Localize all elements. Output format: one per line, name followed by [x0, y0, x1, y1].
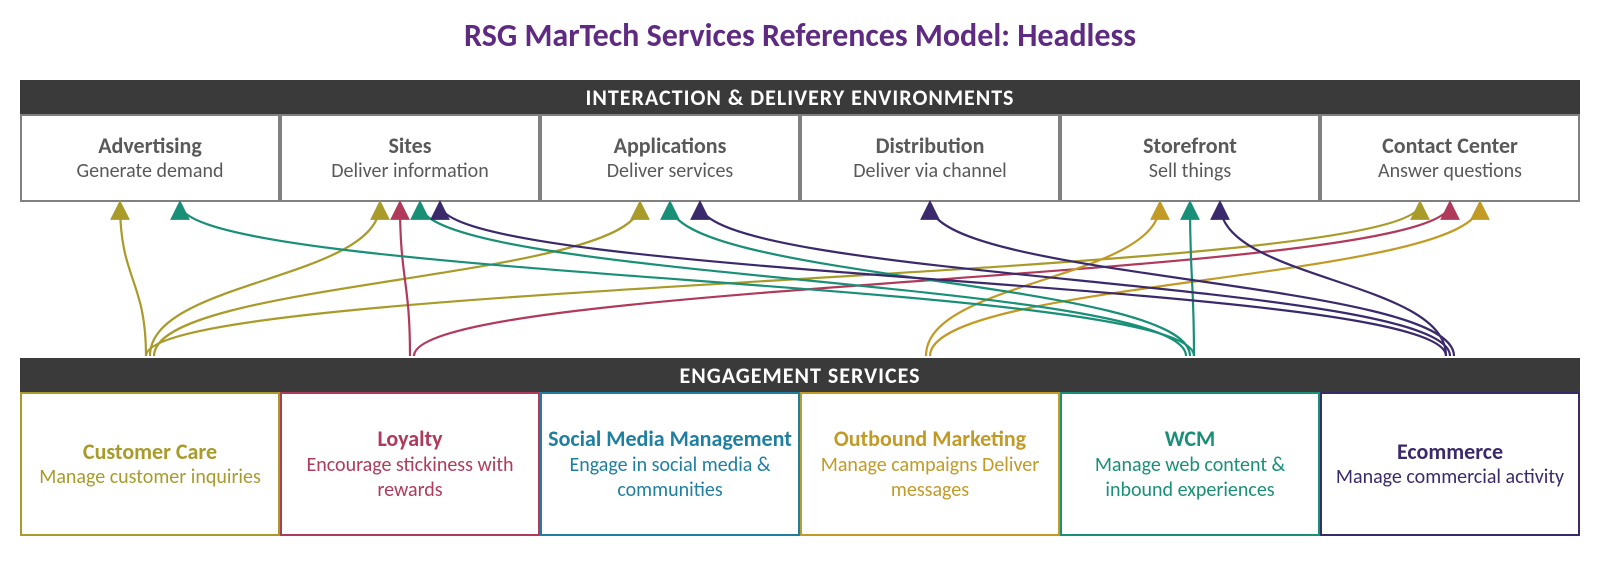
service-box-customercare: Customer CareManage customer inquiries — [20, 392, 280, 536]
connector-customercare-to-sites — [150, 204, 380, 356]
service-box-subtitle: Manage campaigns Deliver messages — [806, 453, 1054, 503]
connector-customercare-to-applications — [154, 204, 640, 356]
service-box-subtitle: Manage commercial activity — [1326, 465, 1574, 490]
connector-outbound-to-contactcenter — [930, 204, 1480, 356]
env-box-subtitle: Sell things — [1066, 159, 1314, 184]
env-box-title: Advertising — [26, 132, 274, 160]
env-box-title: Distribution — [806, 132, 1054, 160]
connector-ecommerce-to-storefront — [1220, 204, 1446, 356]
service-box-subtitle: Engage in social media & communities — [546, 453, 794, 503]
connector-ecommerce-to-applications — [700, 204, 1450, 356]
service-box-wcm: WCMManage web content & inbound experien… — [1060, 392, 1320, 536]
service-box-title: Social Media Management — [546, 425, 794, 453]
env-box-advertising: AdvertisingGenerate demand — [20, 114, 280, 202]
bottom-row: Customer CareManage customer inquiriesLo… — [20, 392, 1580, 536]
bottom-section-header: ENGAGEMENT SERVICES — [20, 358, 1580, 392]
env-box-sites: SitesDeliver information — [280, 114, 540, 202]
connector-loyalty-to-contactcenter — [414, 204, 1450, 356]
page-title: RSG MarTech Services References Model: H… — [0, 0, 1600, 65]
top-section-header: INTERACTION & DELIVERY ENVIRONMENTS — [20, 80, 1580, 114]
connector-outbound-to-storefront — [926, 204, 1160, 356]
service-box-title: WCM — [1066, 425, 1314, 453]
service-box-title: Customer Care — [26, 438, 274, 466]
service-box-subtitle: Manage web content & inbound experiences — [1066, 453, 1314, 503]
env-box-contactcenter: Contact CenterAnswer questions — [1320, 114, 1580, 202]
connector-ecommerce-to-sites — [440, 204, 1446, 356]
service-box-outbound: Outbound MarketingManage campaigns Deliv… — [800, 392, 1060, 536]
connector-customercare-to-advertising — [120, 204, 146, 356]
service-box-title: Ecommerce — [1326, 438, 1574, 466]
env-box-title: Storefront — [1066, 132, 1314, 160]
service-box-subtitle: Encourage stickiness with rewards — [286, 453, 534, 503]
service-box-subtitle: Manage customer inquiries — [26, 465, 274, 490]
env-box-storefront: StorefrontSell things — [1060, 114, 1320, 202]
connector-wcm-to-storefront — [1190, 204, 1194, 356]
env-box-title: Sites — [286, 132, 534, 160]
connector-wcm-to-applications — [670, 204, 1190, 356]
env-box-subtitle: Deliver services — [546, 159, 794, 184]
service-box-title: Loyalty — [286, 425, 534, 453]
env-box-distribution: DistributionDeliver via channel — [800, 114, 1060, 202]
env-box-title: Contact Center — [1326, 132, 1574, 160]
env-box-title: Applications — [546, 132, 794, 160]
top-section: INTERACTION & DELIVERY ENVIRONMENTS Adve… — [20, 80, 1580, 202]
env-box-subtitle: Deliver information — [286, 159, 534, 184]
connector-wcm-to-advertising — [180, 204, 1194, 356]
connector-customercare-to-contactcenter — [146, 204, 1420, 356]
connector-wcm-to-sites — [420, 204, 1186, 356]
env-box-subtitle: Answer questions — [1326, 159, 1574, 184]
top-row: AdvertisingGenerate demandSitesDeliver i… — [20, 114, 1580, 202]
service-box-socialmedia: Social Media ManagementEngage in social … — [540, 392, 800, 536]
bottom-section: ENGAGEMENT SERVICES Customer CareManage … — [20, 358, 1580, 536]
service-box-loyalty: LoyaltyEncourage stickiness with rewards — [280, 392, 540, 536]
env-box-subtitle: Generate demand — [26, 159, 274, 184]
env-box-subtitle: Deliver via channel — [806, 159, 1054, 184]
connector-ecommerce-to-distribution — [930, 204, 1454, 356]
service-box-title: Outbound Marketing — [806, 425, 1054, 453]
connector-loyalty-to-sites — [400, 204, 410, 356]
service-box-ecommerce: EcommerceManage commercial activity — [1320, 392, 1580, 536]
env-box-applications: ApplicationsDeliver services — [540, 114, 800, 202]
